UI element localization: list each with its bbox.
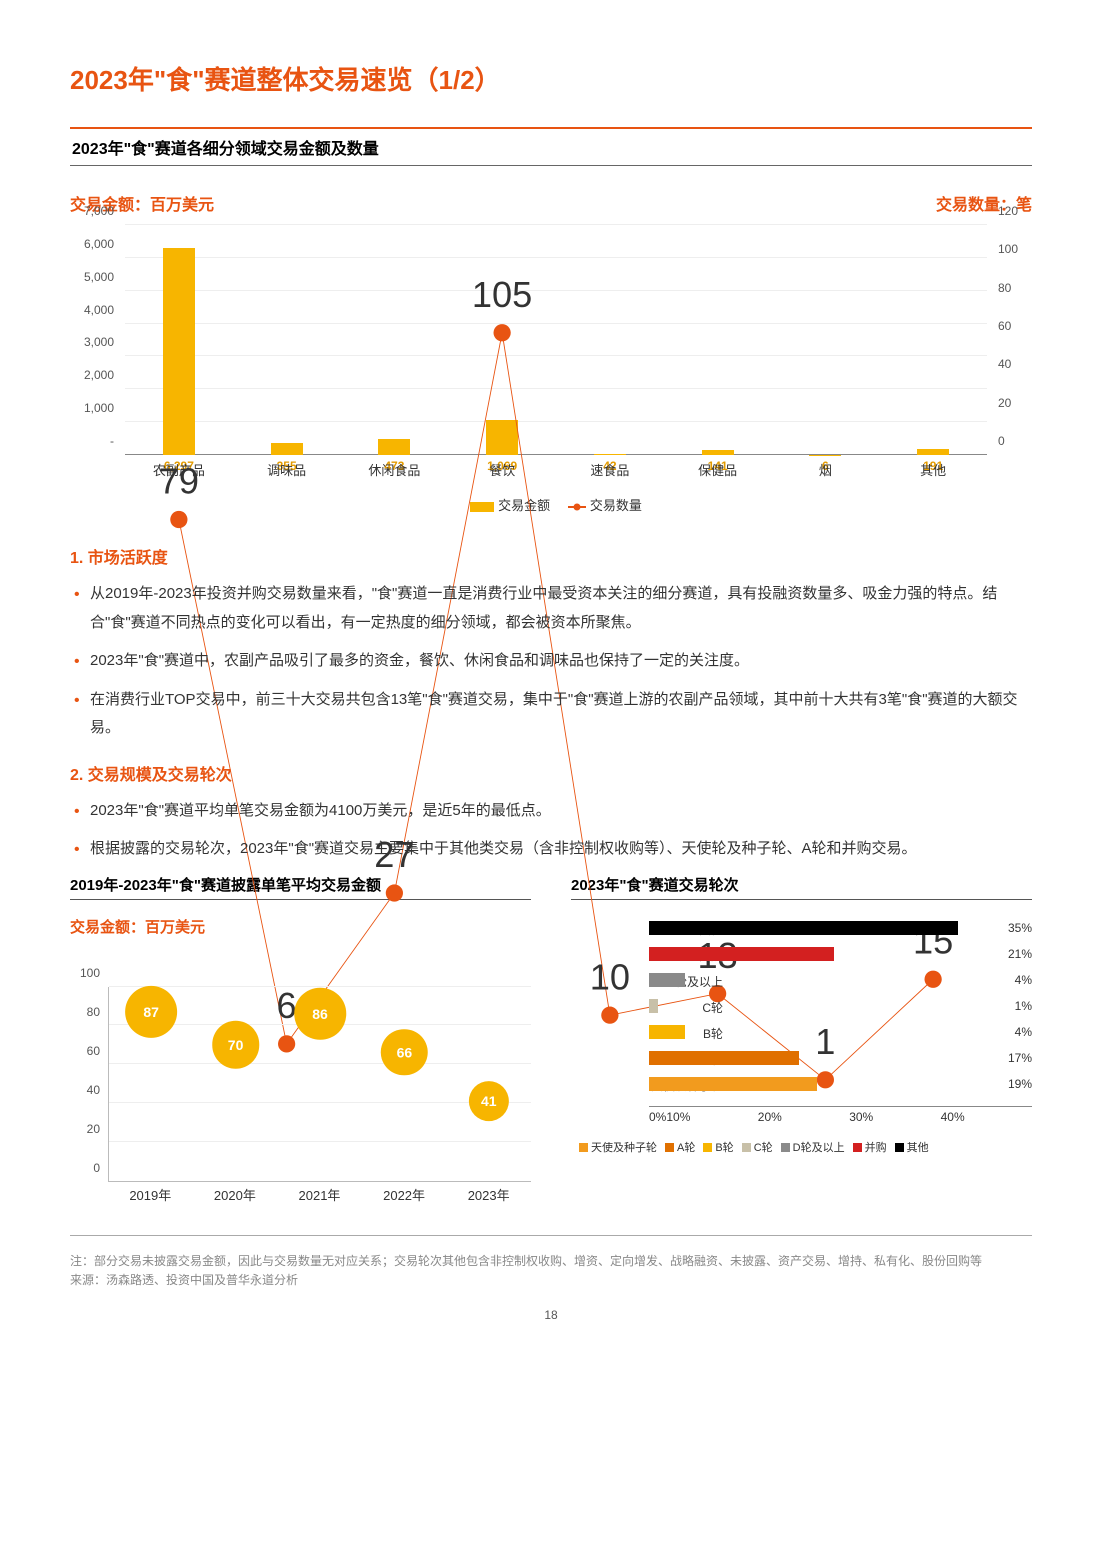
footnote-2: 来源：汤森路透、投资中国及普华永道分析 (70, 1271, 1032, 1290)
legend-line-swatch (568, 506, 586, 508)
bullet-item: 在消费行业TOP交易中，前三十大交易共包含13笔"食"赛道交易，集中于"食"赛道… (74, 686, 1032, 743)
footer-divider (70, 1235, 1032, 1236)
bubble-chart: 020406080100 8770866641 2019年2020年2021年2… (70, 987, 531, 1207)
hbar-legend: 天使及种子轮A轮B轮C轮D轮及以上并购其他 (571, 1140, 1032, 1158)
page-number: 18 (70, 1308, 1032, 1322)
svg-text:105: 105 (472, 274, 532, 315)
bullet-item: 2023年"食"赛道平均单笔交易金额为4100万美元，是近5年的最低点。 (74, 797, 1032, 826)
chart1-subtitle: 2023年"食"赛道各细分领域交易金额及数量 (70, 135, 1032, 159)
bullet-item: 根据披露的交易轮次，2023年"食"赛道交易主要集中于其他类交易（含非控制权收购… (74, 835, 1032, 864)
combo-chart: -1,0002,0003,0004,0005,0006,0007,000 020… (70, 225, 1032, 485)
hbar-chart: 其他35%并购21%D轮及以上4%C轮1%B轮4%A轮17%天使及种子轮19%0… (571, 916, 1032, 1136)
divider-gray (70, 165, 1032, 166)
divider-orange (70, 127, 1032, 129)
page-title: 2023年"食"赛道整体交易速览（1/2） (70, 60, 1032, 97)
footnote-1: 注：部分交易未披露交易金额，因此与交易数量无对应关系；交易轮次其他包含非控制权收… (70, 1252, 1032, 1271)
bullet-item: 从2019年-2023年投资并购交易数量来看，"食"赛道一直是消费行业中最受资本… (74, 580, 1032, 637)
bullet-item: 2023年"食"赛道中，农副产品吸引了最多的资金，餐饮、休闲食品和调味品也保持了… (74, 647, 1032, 676)
